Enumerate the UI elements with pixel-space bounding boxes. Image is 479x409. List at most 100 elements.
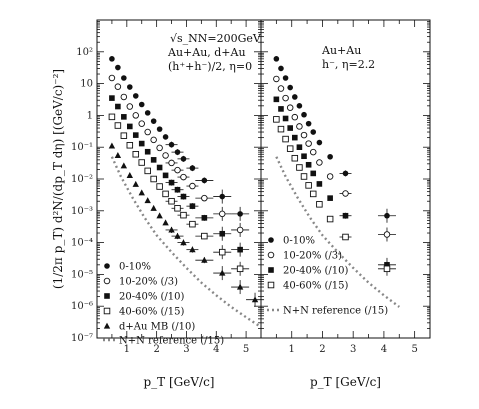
series-40-60-15- (108, 113, 250, 276)
legend-label: 40-60% (/15) (283, 281, 349, 292)
y-axis-ticks: 10² 10 1 10⁻¹ 10⁻² 10⁻³ 10⁻⁴ 10⁻⁵ 10⁻⁶ 10⁻⁷ (71, 19, 261, 344)
data-point (162, 190, 169, 198)
data-point (296, 123, 303, 130)
data-point (114, 152, 122, 159)
data-point (114, 83, 122, 90)
data-point (273, 75, 280, 83)
data-point (108, 142, 116, 149)
data-point (162, 152, 169, 159)
data-point (126, 171, 133, 178)
annotation: (h⁺+h⁻)/2, η=0 (168, 60, 252, 73)
y-tick-label: 10² (76, 47, 93, 58)
data-point (292, 134, 298, 141)
panel-1: 1 2 3 4 5 10² 10 1 10⁻¹ 10⁻² 10⁻³ 10⁻⁴ 10⁻⁵ 10⁻⁶ 10⁻⁷ p… (51, 19, 265, 389)
y-tick-label: 10⁻² (71, 174, 93, 185)
data-point (168, 141, 175, 148)
series-0-10- (109, 56, 250, 221)
data-point (180, 211, 187, 219)
data-point (287, 84, 293, 91)
data-point (138, 140, 145, 147)
legend: 0-10% 10-20% (/3) 20-40% (/10) 40-60% (/15)… (267, 236, 388, 317)
y-tick-label: 1 (87, 110, 93, 121)
data-point (180, 173, 187, 181)
data-point (189, 246, 196, 253)
data-point (201, 215, 208, 221)
data-point (115, 103, 121, 110)
data-point (189, 165, 196, 171)
legend-label: 40-60% (/15) (119, 307, 185, 318)
data-point (237, 246, 243, 253)
series-0-10- (273, 56, 396, 223)
data-point (316, 201, 323, 208)
data-point (150, 118, 157, 124)
legend-marker (103, 322, 111, 329)
data-point (277, 85, 285, 92)
data-point (108, 74, 116, 82)
data-point (327, 153, 333, 160)
data-point (305, 120, 312, 127)
data-point (305, 140, 312, 147)
data-point (168, 226, 175, 233)
legend-label: 10-20% (/3) (119, 277, 178, 288)
data-point (126, 142, 134, 149)
data-point (273, 96, 280, 103)
data-point (180, 156, 187, 162)
data-point (150, 175, 157, 183)
data-point (326, 215, 334, 223)
data-point (156, 144, 163, 152)
legend-label: 20-40% (/10) (119, 292, 185, 303)
data-point (156, 164, 163, 171)
data-point (383, 265, 391, 273)
data-point (316, 139, 323, 146)
series-40-60-15- (273, 116, 396, 276)
data-point (296, 144, 303, 150)
data-point (301, 153, 307, 160)
data-point (156, 183, 163, 190)
x-tick-label: 5 (411, 344, 417, 355)
data-point (296, 164, 303, 171)
data-point (310, 170, 317, 177)
data-point (342, 233, 349, 241)
data-point (287, 125, 293, 131)
data-point (132, 112, 140, 119)
data-point (156, 126, 163, 132)
y-tick-label: 10⁻¹ (71, 142, 93, 153)
x-tick-label: 2 (153, 344, 159, 355)
y-axis-label: (1/2π p_T) d²N/(dp_T dη) [(GeV/c)⁻²] (51, 69, 65, 289)
data-point (300, 173, 308, 180)
series-10-20-3- (108, 74, 250, 237)
data-point (168, 197, 175, 205)
data-point (292, 94, 298, 100)
legend-label: N+N reference (/15) (283, 306, 388, 317)
data-point (144, 110, 151, 116)
x-axis-label: p_T [GeV/c] (310, 375, 381, 389)
data-point (121, 114, 127, 120)
y-tick-label: 10⁻⁵ (71, 269, 93, 280)
panel-2: 1 2 3 4 5 p_T [GeV/c] Au+Auh⁻, η=2.2 0-10% 10-20… (260, 19, 431, 389)
data-point (180, 239, 187, 246)
x-axis-ticks: 1 2 3 4 5 (275, 20, 431, 355)
data-point (201, 256, 208, 263)
data-point (138, 101, 145, 108)
data-point (273, 56, 280, 62)
series-20-40-10- (109, 95, 250, 257)
data-point (174, 205, 181, 212)
x-axis-label: p_T [GeV/c] (144, 375, 215, 389)
data-point (327, 195, 333, 201)
data-point (132, 151, 140, 158)
data-point (305, 182, 312, 189)
data-point (144, 128, 151, 136)
data-point (150, 157, 157, 163)
data-point (273, 116, 280, 123)
data-point (168, 179, 175, 186)
data-point (156, 212, 163, 219)
data-point (342, 212, 349, 219)
y-tick-label: 10⁻⁶ (71, 301, 93, 312)
data-point (127, 84, 133, 90)
data-point (120, 162, 128, 169)
annotation: Au+Au, d+Au (167, 46, 246, 59)
data-point (121, 75, 127, 81)
data-point (251, 296, 259, 303)
data-point (180, 193, 187, 200)
